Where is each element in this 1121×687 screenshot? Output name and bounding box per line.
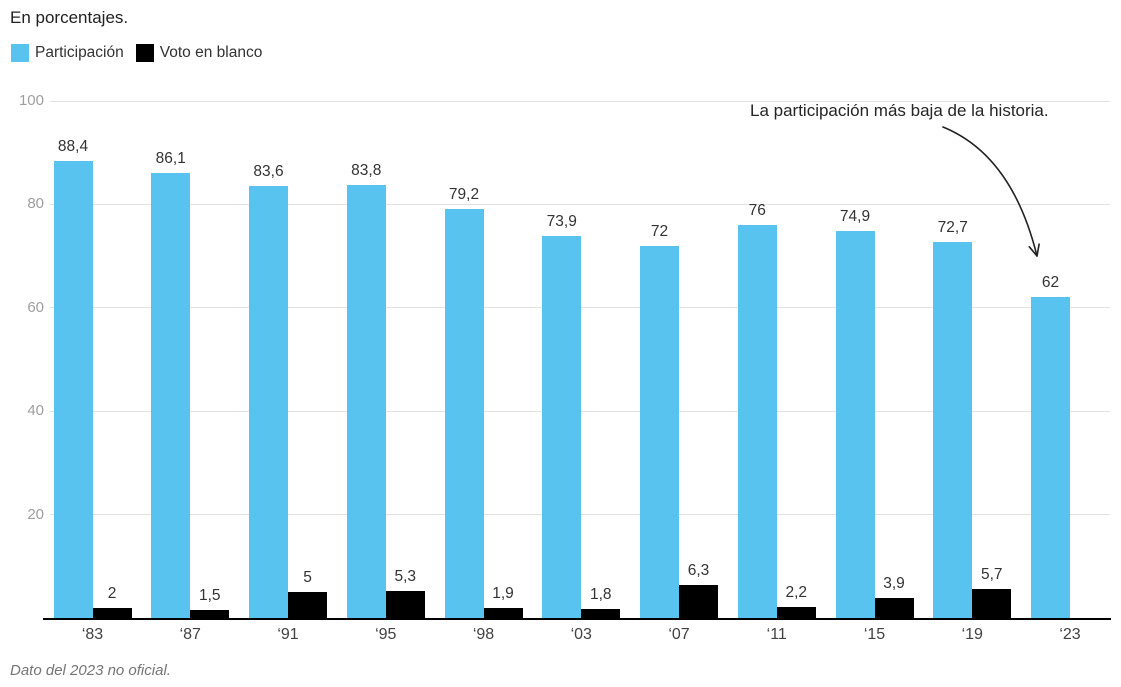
x-axis-label-6: ‘07 <box>668 626 690 643</box>
gridline-100 <box>50 100 1110 102</box>
bar-voto-en-blanco-8 <box>874 597 914 618</box>
bar-label-participacion-3: 83,8 <box>351 161 382 179</box>
legend-label-voto-en-blanco: Voto en blanco <box>159 44 263 61</box>
x-axis-label-7: ‘11 <box>766 626 787 643</box>
annotation-text: La participación más baja de la historia… <box>750 101 1049 120</box>
bar-voto-en-blanco-3 <box>385 590 425 618</box>
footnote: Dato del 2023 no oficial. <box>10 662 171 679</box>
x-axis-label-2: ‘91 <box>277 626 299 643</box>
bar-label-voto-en-blanco-5: 1,8 <box>589 585 612 603</box>
bar-label-participacion-10: 62 <box>1041 274 1060 292</box>
bar-participacion-10 <box>1031 297 1070 618</box>
bar-label-voto-en-blanco-4: 1,9 <box>492 585 514 603</box>
legend-swatch-voto-en-blanco <box>135 44 154 62</box>
x-axis-label-9: ‘19 <box>961 626 983 643</box>
bar-voto-en-blanco-7 <box>776 606 816 618</box>
bar-participacion-9 <box>933 242 973 618</box>
x-axis-label-10: ‘23 <box>1059 626 1081 643</box>
bar-voto-en-blanco-5 <box>581 608 621 618</box>
y-axis-label-60: 60 <box>27 298 44 316</box>
y-axis-label-20: 20 <box>27 505 44 523</box>
bar-participacion-5 <box>542 235 582 618</box>
x-axis-label-0: ‘83 <box>81 626 104 643</box>
bar-participacion-3 <box>346 184 386 618</box>
bar-label-voto-en-blanco-0: 2 <box>107 584 117 602</box>
bar-label-participacion-7: 76 <box>748 202 766 220</box>
x-axis-label-5: ‘03 <box>570 626 592 643</box>
bar-participacion-7 <box>737 225 777 618</box>
bar-label-voto-en-blanco-9: 5,7 <box>980 565 1003 583</box>
bar-voto-en-blanco-0 <box>92 607 132 618</box>
bar-label-participacion-8: 74,9 <box>839 207 871 225</box>
x-axis-label-4: ‘98 <box>472 626 495 643</box>
legend-swatch-participacion <box>11 44 29 62</box>
bar-label-participacion-1: 86,1 <box>155 149 186 167</box>
bar-label-participacion-9: 72,7 <box>937 219 968 237</box>
bar-participacion-2 <box>249 185 288 618</box>
bar-voto-en-blanco-2 <box>288 592 327 618</box>
bar-label-participacion-2: 83,6 <box>253 162 284 180</box>
gridline-80 <box>50 203 1110 205</box>
bar-participacion-8 <box>835 230 875 618</box>
bar-label-voto-en-blanco-8: 3,9 <box>883 574 905 592</box>
bar-participacion-4 <box>444 208 484 618</box>
bar-label-participacion-5: 73,9 <box>546 212 577 230</box>
bar-participacion-0 <box>53 160 93 618</box>
bar-label-voto-en-blanco-1: 1,5 <box>198 587 221 605</box>
bar-voto-en-blanco-6 <box>679 585 718 618</box>
legend-item-participacion: Participación <box>11 44 124 62</box>
x-axis-label-8: ‘15 <box>863 626 886 643</box>
bar-participacion-6 <box>640 245 679 618</box>
legend-label-participacion: Participación <box>35 44 124 61</box>
bar-voto-en-blanco-1 <box>190 610 230 618</box>
bar-label-participacion-4: 79,2 <box>448 185 480 203</box>
legend: Participación Voto en blanco <box>11 44 262 62</box>
bar-label-participacion-6: 72 <box>650 222 669 240</box>
bar-voto-en-blanco-9 <box>972 588 1012 618</box>
legend-item-voto-en-blanco: Voto en blanco <box>135 44 263 62</box>
bar-participacion-1 <box>151 172 191 618</box>
x-axis-label-1: ‘87 <box>179 626 201 643</box>
bar-voto-en-blanco-4 <box>483 608 523 618</box>
x-axis-line <box>43 618 1111 620</box>
y-axis-label-80: 80 <box>27 195 44 213</box>
x-axis-label-3: ‘95 <box>375 626 397 643</box>
y-axis-label-100: 100 <box>18 92 44 109</box>
chart-title: En porcentajes. <box>10 8 129 27</box>
bar-label-participacion-0: 88,4 <box>57 137 89 155</box>
bar-label-voto-en-blanco-7: 2,2 <box>785 583 808 601</box>
bar-label-voto-en-blanco-3: 5,3 <box>394 567 417 585</box>
bar-label-voto-en-blanco-2: 5 <box>303 569 312 587</box>
bar-label-voto-en-blanco-6: 6,3 <box>687 562 710 580</box>
y-axis-label-40: 40 <box>27 402 44 420</box>
